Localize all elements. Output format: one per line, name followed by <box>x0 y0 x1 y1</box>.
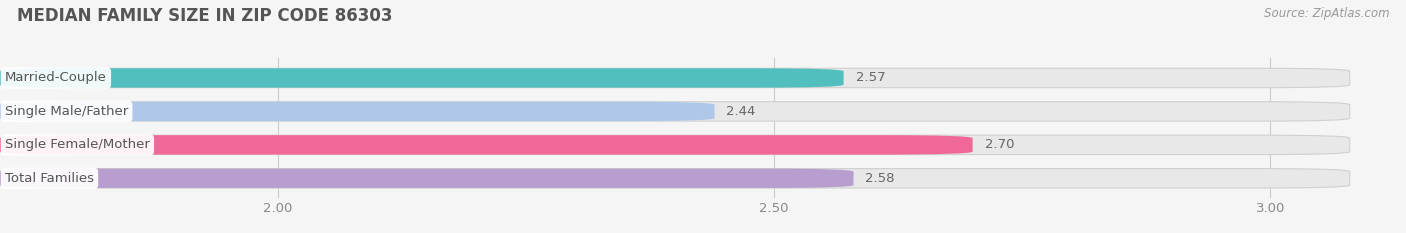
FancyBboxPatch shape <box>0 102 1350 121</box>
Text: Source: ZipAtlas.com: Source: ZipAtlas.com <box>1264 7 1389 20</box>
FancyBboxPatch shape <box>0 102 714 121</box>
FancyBboxPatch shape <box>0 135 1350 154</box>
Text: Married-Couple: Married-Couple <box>6 72 107 85</box>
Text: 2.58: 2.58 <box>866 172 896 185</box>
Text: MEDIAN FAMILY SIZE IN ZIP CODE 86303: MEDIAN FAMILY SIZE IN ZIP CODE 86303 <box>17 7 392 25</box>
Text: 2.44: 2.44 <box>727 105 756 118</box>
FancyBboxPatch shape <box>0 68 1350 88</box>
FancyBboxPatch shape <box>0 169 853 188</box>
Text: 2.70: 2.70 <box>984 138 1014 151</box>
Text: Single Male/Father: Single Male/Father <box>6 105 128 118</box>
FancyBboxPatch shape <box>0 169 1350 188</box>
Text: Total Families: Total Families <box>6 172 94 185</box>
FancyBboxPatch shape <box>0 68 844 88</box>
Text: Single Female/Mother: Single Female/Mother <box>6 138 150 151</box>
Text: 2.57: 2.57 <box>855 72 886 85</box>
FancyBboxPatch shape <box>0 135 973 154</box>
